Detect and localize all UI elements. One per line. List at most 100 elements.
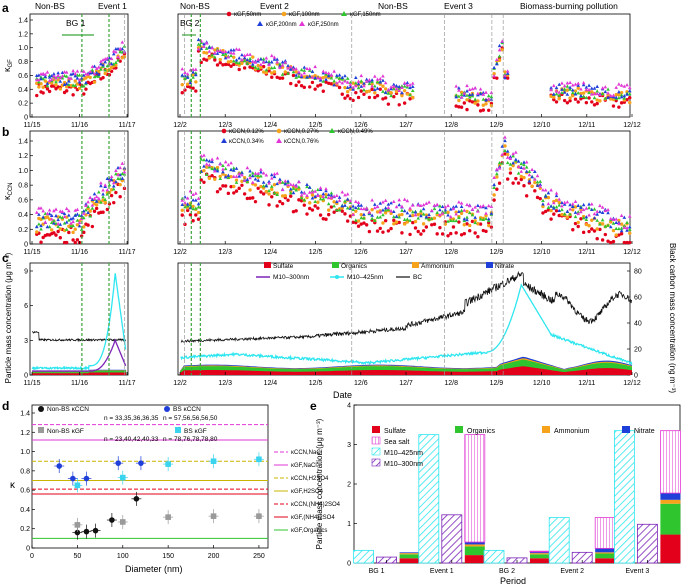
b-point <box>375 210 380 214</box>
a-point <box>213 50 217 55</box>
a-point <box>245 61 250 65</box>
c-ytick-label: 0 <box>24 373 28 380</box>
e-xtick-label: Event 3 <box>626 568 650 575</box>
b-point <box>476 203 480 207</box>
a-point <box>250 62 255 66</box>
a-point <box>37 85 41 89</box>
b-point <box>378 201 383 205</box>
d-point <box>70 475 76 482</box>
b-point <box>473 231 477 235</box>
b-point <box>307 190 312 194</box>
a-point <box>299 74 304 79</box>
b-point <box>367 229 372 234</box>
b-point <box>562 212 567 216</box>
panel-c-xticks: 11/15 11/16 11/17 12/2 12/3 12/4 12/5 12/6 12/7 1… <box>24 372 641 387</box>
b-point <box>73 213 78 217</box>
b-ytick-label: 0.6 <box>18 197 28 204</box>
a-point <box>75 76 80 80</box>
b-point <box>194 213 198 217</box>
a-point <box>321 79 326 83</box>
a-point <box>326 71 331 75</box>
a-point <box>568 80 572 84</box>
b-point <box>408 218 412 222</box>
xtick-label: 12/5 <box>309 249 323 256</box>
b-point <box>432 222 437 226</box>
b-point <box>92 196 97 201</box>
a-point <box>264 56 269 60</box>
d-point <box>119 474 126 481</box>
a-point <box>73 71 78 76</box>
a-point <box>234 60 239 64</box>
b-point <box>546 191 551 195</box>
legend-e-m300: M10–300nm <box>384 461 423 468</box>
panel-a-frame-right <box>177 13 631 118</box>
a-point <box>82 69 86 73</box>
e-xtick-label: BG 1 <box>369 568 385 575</box>
a-point <box>245 57 250 62</box>
b-point <box>286 198 290 202</box>
a-point <box>264 59 269 64</box>
a-point <box>343 74 347 78</box>
a-point <box>576 91 581 95</box>
b-point <box>259 167 263 171</box>
a-point <box>590 90 594 94</box>
a-point <box>375 86 380 90</box>
a-point <box>351 87 355 91</box>
b-point <box>261 180 266 184</box>
b-point <box>321 197 326 201</box>
b-point <box>318 194 323 199</box>
a-point <box>294 73 298 77</box>
b-point <box>101 210 105 214</box>
b-point <box>86 210 90 215</box>
a-point <box>609 97 613 101</box>
d-xtick-label: 200 <box>208 553 220 560</box>
b-point <box>283 179 288 183</box>
a-point <box>99 59 103 63</box>
b-point <box>232 191 236 195</box>
b-point <box>519 165 524 169</box>
panel-a-xticks: 11/15 11/16 11/17 12/2 12/3 12/4 12/5 12/6 12/7 1… <box>24 114 641 129</box>
a-point <box>261 57 266 61</box>
d-ytick-label: 1.4 <box>20 411 30 418</box>
b-point <box>223 166 228 171</box>
a-point <box>114 63 118 67</box>
period-label-nonbs-3: Non-BS <box>378 1 408 11</box>
legend-b-027-marker <box>276 128 282 134</box>
a-point <box>486 97 491 101</box>
b-point <box>557 200 561 205</box>
b-point <box>427 217 431 221</box>
a-point <box>381 84 385 88</box>
b-point <box>538 182 543 187</box>
a-point <box>64 74 69 78</box>
a-point <box>92 64 97 68</box>
a-point <box>576 86 580 90</box>
a-point <box>562 98 567 103</box>
legend-d-nonbs-gf-n: n = 23,40,42,40,33 <box>104 436 159 443</box>
b-point <box>116 172 120 177</box>
d-ytick-label: 1.0 <box>20 449 30 456</box>
bar-ammonium <box>399 553 420 555</box>
b-point <box>114 179 118 184</box>
b-point <box>419 232 423 236</box>
a-point <box>307 66 312 71</box>
a-point <box>576 100 580 104</box>
b-point <box>627 227 632 231</box>
a-point <box>231 48 236 52</box>
b-point <box>226 173 231 177</box>
xtick-label: 12/11 <box>578 380 595 387</box>
b-point <box>56 229 60 234</box>
a-point <box>56 71 60 75</box>
b-point <box>94 194 99 199</box>
a-point <box>71 83 75 87</box>
legend-a-150nm-marker <box>341 11 347 16</box>
b-point <box>611 217 616 221</box>
b-point <box>462 208 467 212</box>
a-point <box>207 56 212 60</box>
a-point <box>335 73 339 77</box>
b-point <box>71 223 75 228</box>
b-point <box>84 203 88 207</box>
b-point <box>543 188 548 192</box>
a-point <box>606 87 610 91</box>
a-point <box>584 85 589 89</box>
b-point <box>96 196 101 200</box>
